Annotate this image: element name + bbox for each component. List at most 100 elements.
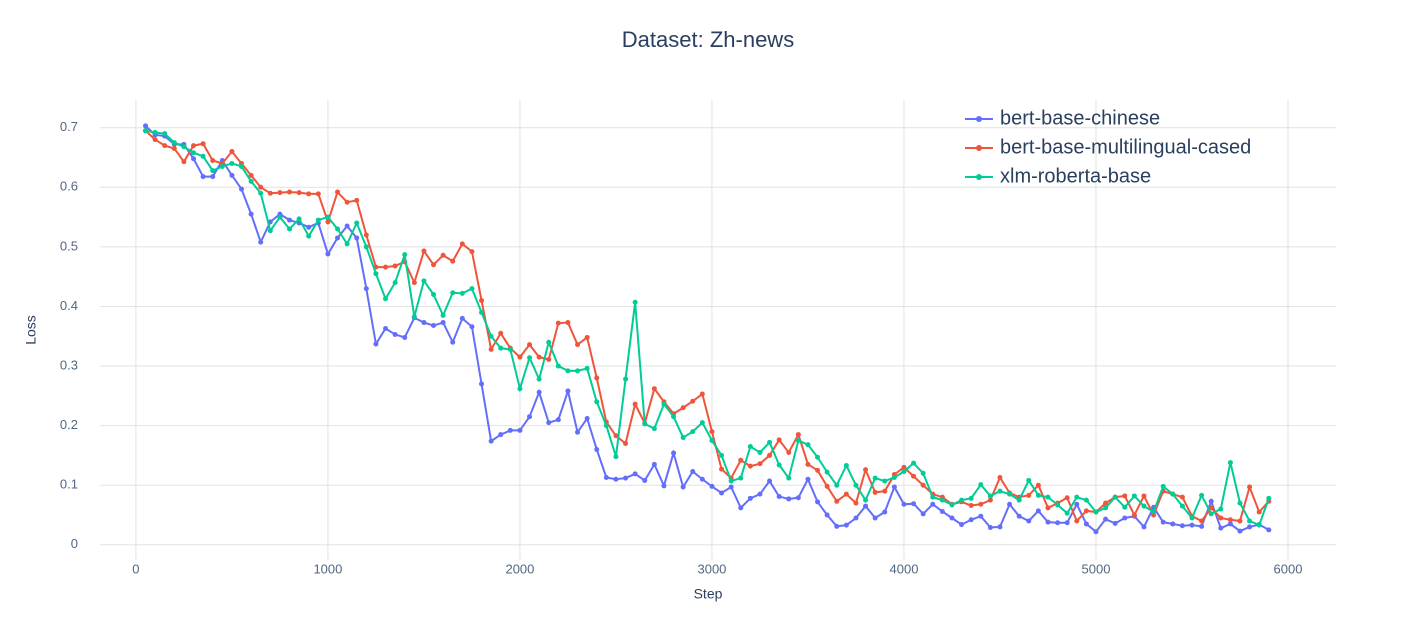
data-point — [335, 235, 341, 241]
data-point — [671, 450, 677, 456]
data-point — [1199, 523, 1205, 529]
y-tick-label: 0.7 — [60, 119, 78, 134]
data-point — [507, 346, 513, 352]
data-point — [1045, 519, 1051, 525]
data-point — [1045, 494, 1051, 500]
data-point — [623, 441, 629, 447]
data-point — [680, 484, 686, 490]
data-point — [997, 474, 1003, 480]
data-point — [738, 457, 744, 463]
data-point — [258, 184, 264, 190]
data-point — [584, 365, 590, 371]
data-point — [1208, 511, 1214, 517]
data-point — [920, 482, 926, 488]
data-point — [363, 244, 369, 250]
data-point — [575, 429, 581, 435]
data-point — [690, 429, 696, 435]
data-point — [594, 375, 600, 381]
data-point — [968, 502, 974, 508]
data-point — [1179, 523, 1185, 529]
data-point — [795, 432, 801, 438]
data-point — [1218, 525, 1224, 531]
data-point — [1141, 503, 1147, 509]
data-point — [440, 320, 446, 326]
data-point — [527, 414, 533, 420]
data-point — [162, 131, 168, 137]
x-axis-title: Step — [694, 586, 723, 602]
legend-label: bert-base-multilingual-cased — [1000, 136, 1251, 158]
data-point — [949, 515, 955, 521]
data-point — [776, 494, 782, 500]
data-point — [1103, 505, 1109, 511]
data-point — [1035, 482, 1041, 488]
data-point — [613, 476, 619, 482]
data-point — [229, 172, 235, 178]
data-point — [1122, 515, 1128, 521]
data-point — [1179, 494, 1185, 500]
data-point — [757, 449, 763, 455]
data-point — [1112, 494, 1118, 500]
data-point — [642, 421, 648, 427]
y-tick-label: 0.6 — [60, 179, 78, 194]
y-tick-label: 0.4 — [60, 298, 78, 313]
data-point — [939, 508, 945, 514]
data-point — [565, 368, 571, 374]
data-point — [354, 220, 360, 226]
data-point — [210, 174, 216, 180]
data-point — [815, 499, 821, 505]
data-point — [968, 495, 974, 501]
data-point — [239, 186, 245, 192]
data-point — [632, 299, 638, 305]
data-point — [1199, 518, 1205, 524]
data-point — [1026, 492, 1032, 498]
data-point — [709, 483, 715, 489]
data-point — [767, 478, 773, 484]
data-point — [306, 224, 312, 230]
data-point — [939, 497, 945, 503]
legend-label: bert-base-chinese — [1000, 107, 1160, 129]
data-point — [997, 488, 1003, 494]
series-line — [145, 129, 1270, 527]
data-point — [1035, 508, 1041, 514]
data-point — [661, 483, 667, 489]
data-point — [1122, 504, 1128, 510]
data-point — [152, 129, 158, 135]
data-point — [143, 123, 149, 129]
data-point — [1199, 492, 1205, 498]
data-point — [699, 420, 705, 426]
data-point — [1083, 521, 1089, 527]
data-point — [296, 190, 302, 196]
data-point — [575, 342, 581, 348]
data-point — [680, 405, 686, 411]
data-point — [719, 490, 725, 496]
data-point — [872, 489, 878, 495]
data-point — [891, 474, 897, 480]
data-point — [248, 211, 254, 217]
data-point — [853, 482, 859, 488]
data-point — [795, 495, 801, 501]
data-point — [776, 437, 782, 443]
x-tick-label: 3000 — [697, 561, 726, 576]
data-point — [315, 191, 321, 197]
data-point — [920, 511, 926, 517]
data-point — [440, 252, 446, 258]
data-point — [335, 226, 341, 232]
data-point — [891, 484, 897, 490]
data-point — [747, 495, 753, 501]
data-point — [882, 488, 888, 494]
data-point — [296, 216, 302, 222]
data-point — [642, 477, 648, 483]
data-point — [507, 427, 513, 433]
data-point — [152, 137, 158, 143]
data-point — [1227, 460, 1233, 466]
data-point — [1218, 515, 1224, 521]
data-point — [911, 501, 917, 507]
data-point — [488, 333, 494, 339]
data-point — [1064, 510, 1070, 516]
data-point — [978, 513, 984, 519]
data-point — [267, 190, 273, 196]
data-point — [1122, 493, 1128, 499]
data-point — [911, 460, 917, 466]
data-point — [421, 278, 427, 284]
data-point — [863, 503, 869, 509]
